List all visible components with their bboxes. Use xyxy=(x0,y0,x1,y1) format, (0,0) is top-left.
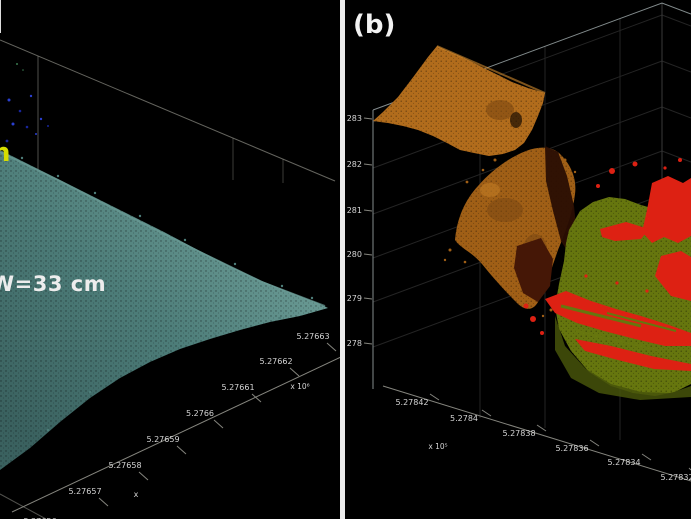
olive-overlap-streaks xyxy=(560,304,677,353)
tick-label: 282 xyxy=(347,160,362,169)
olive-streak xyxy=(575,329,662,353)
blue-pointcloud xyxy=(5,63,49,143)
tick-label: 5.27657 xyxy=(68,487,101,496)
left-plot-panel: 5.27663 5.27662 5.27661 5.2766 5.27659 5… xyxy=(0,0,341,519)
right-plot-panel: 283 282 281 280 279 278 5.27842 5.2784 5… xyxy=(347,2,691,482)
plane-dark-notch xyxy=(510,112,522,128)
terrain-edge-scatter xyxy=(20,156,314,432)
tick-label: 5.27661 xyxy=(221,383,254,392)
panel-divider xyxy=(340,0,345,519)
terrain-surface-speckle xyxy=(0,150,328,470)
box-top-edge xyxy=(0,39,336,182)
axis-multiplier: x 10⁵ xyxy=(428,442,447,451)
grid-line xyxy=(661,14,691,252)
olive-streak xyxy=(606,312,677,332)
slope-highlight xyxy=(480,183,500,197)
red-band xyxy=(545,291,691,346)
tick-label: 5.27834 xyxy=(607,458,640,467)
upper-plane-pointcloud xyxy=(373,45,546,156)
mid-slope-pointcloud xyxy=(443,146,577,318)
panel-label: (b) xyxy=(353,10,395,40)
dark-vertical-streak xyxy=(545,146,577,257)
tick-label: 281 xyxy=(347,206,362,215)
red-streak xyxy=(600,222,649,241)
x-axis-name: x xyxy=(134,490,139,499)
x-axis-line xyxy=(382,385,691,482)
x-axis-line xyxy=(11,356,341,513)
tick-label: 279 xyxy=(347,294,362,303)
tick-label-partial: 5.27656 xyxy=(23,517,56,519)
width-annotation: W=33 cm xyxy=(0,272,106,296)
red-debris-pointcloud xyxy=(523,158,691,371)
orange-fray-dots xyxy=(443,158,577,318)
tick-label: 5.2766 xyxy=(186,409,214,418)
upper-plane-speckle xyxy=(373,46,545,156)
terrain-top-edge-highlight xyxy=(0,151,326,307)
red-blob xyxy=(642,176,691,243)
right-x-axis: 5.27842 5.2784 5.27838 5.27836 5.27834 5… xyxy=(382,385,691,482)
tick-label: 5.27659 xyxy=(146,435,179,444)
axis-multiplier: x 10⁶ xyxy=(290,382,309,391)
olive-streak xyxy=(560,304,642,328)
tick-label: 278 xyxy=(347,339,362,348)
plane-dark-blotch xyxy=(486,100,514,120)
z-axis-ticks xyxy=(363,117,373,345)
maroon-patch xyxy=(514,238,553,302)
tick-label: 5.27842 xyxy=(395,398,428,407)
red-streak-lower xyxy=(575,339,691,371)
plane-top-highlight xyxy=(436,45,546,94)
tick-label: 5.27658 xyxy=(108,461,141,470)
tick-label: 5.27662 xyxy=(259,357,292,366)
terrain-surface-pointcloud xyxy=(0,150,328,470)
right-z-axis: 283 282 281 280 279 278 xyxy=(347,114,373,348)
tick-label: 5.27663 xyxy=(296,332,329,341)
tick-label: 280 xyxy=(347,250,362,259)
red-scatter-dots xyxy=(523,158,682,335)
left-x-axis: 5.27663 5.27662 5.27661 5.2766 5.27659 5… xyxy=(11,332,341,519)
tick-label: 283 xyxy=(347,114,362,123)
tick-label: 5.27832 xyxy=(660,473,691,482)
tick-label: 5.27838 xyxy=(502,429,535,438)
tick-label: 5.2784 xyxy=(450,414,478,423)
olive-dark-band xyxy=(555,316,691,400)
red-blob-right xyxy=(655,251,691,301)
partial-yellow-annotation: n xyxy=(0,138,11,168)
slope-blotch xyxy=(487,198,523,222)
x-axis-ticks xyxy=(429,393,691,471)
x-axis-ticks xyxy=(98,342,337,507)
tick-label: 5.27836 xyxy=(555,444,588,453)
